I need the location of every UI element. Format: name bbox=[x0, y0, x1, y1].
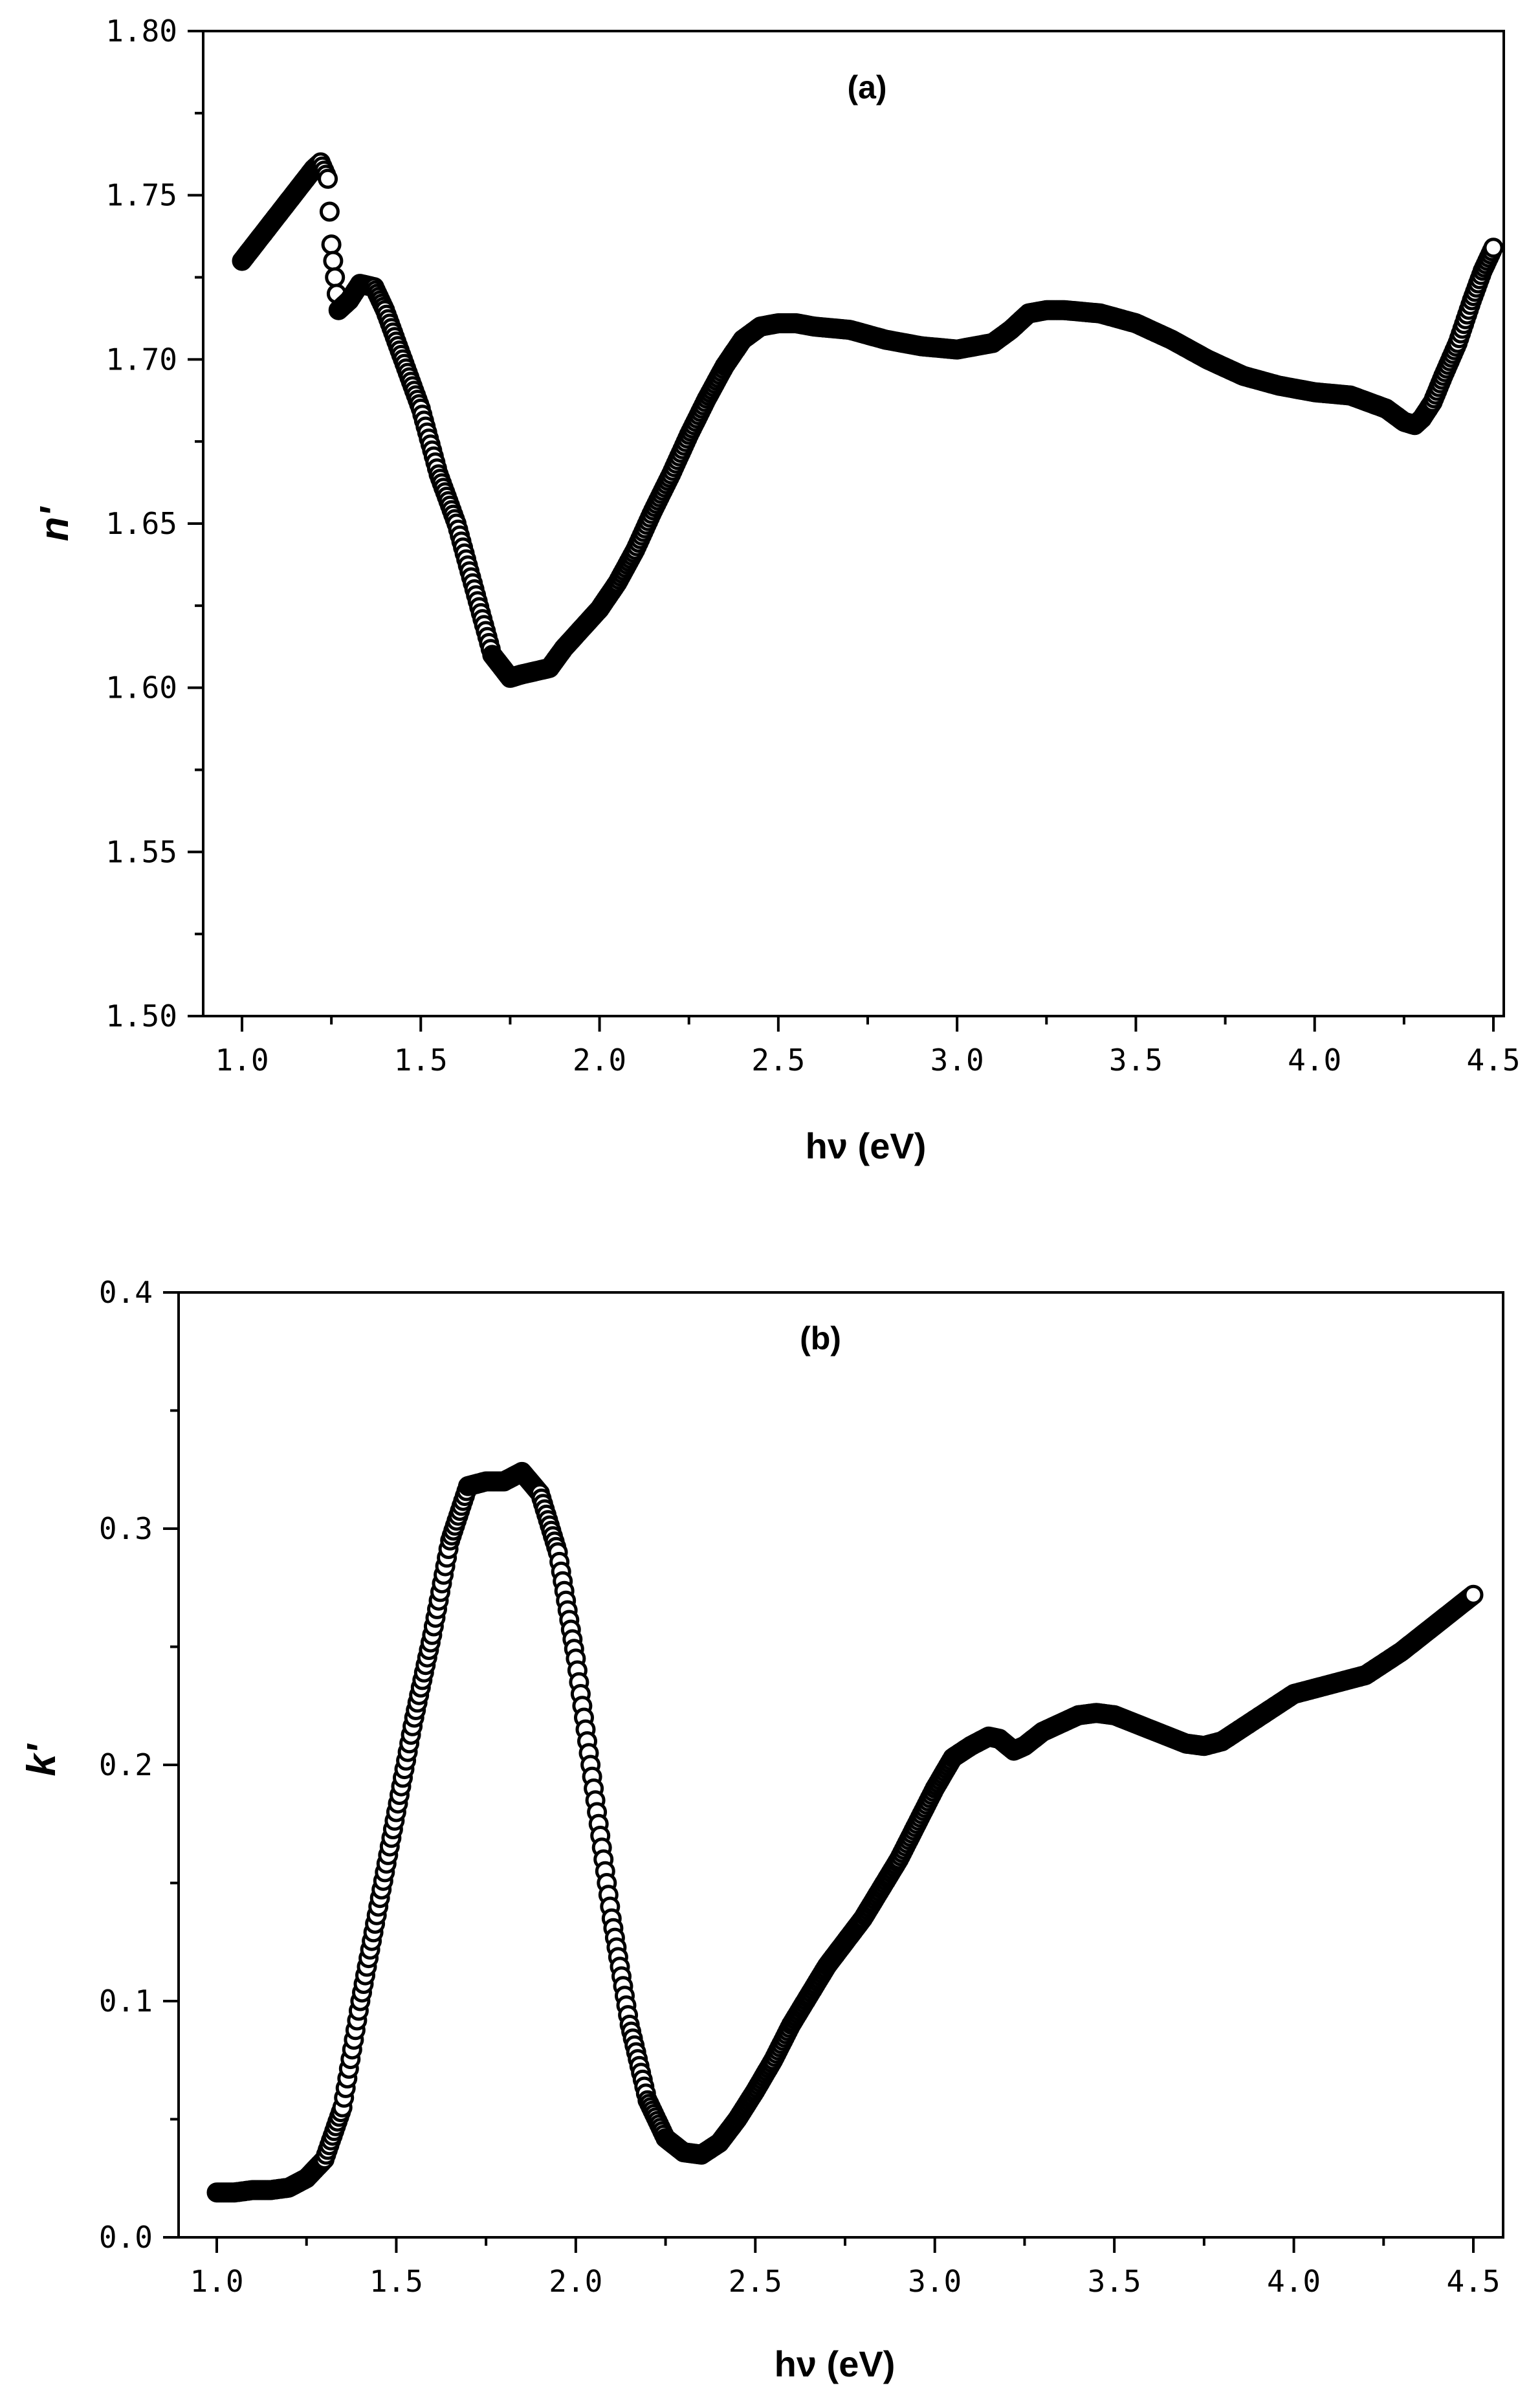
x-tick-label: 1.0 bbox=[190, 2264, 243, 2299]
x-tick-label: 4.5 bbox=[1446, 2264, 1500, 2299]
y-tick-label: 1.75 bbox=[105, 178, 177, 213]
data-point bbox=[319, 201, 340, 222]
panel-b-y-ticks: 0.0 0.1 0.2 0.3 0.4 bbox=[99, 1275, 179, 2255]
data-point bbox=[318, 168, 338, 189]
panel-a-x-axis-title: hν (eV) bbox=[806, 1125, 927, 1166]
y-tick-label: 1.60 bbox=[105, 670, 177, 705]
data-point bbox=[1463, 1584, 1484, 1605]
panel-b-y-axis-title: k' bbox=[19, 1743, 64, 1776]
data-point bbox=[325, 267, 346, 287]
panel-a-x-ticks: 1.0 1.5 2.0 2.5 3.0 3.5 4.0 4.5 bbox=[215, 1016, 1521, 1078]
x-tick-label: 2.0 bbox=[573, 1043, 626, 1078]
x-tick-label: 1.5 bbox=[394, 1043, 448, 1078]
x-tick-label: 2.5 bbox=[729, 2264, 782, 2299]
data-point bbox=[321, 234, 342, 255]
panel-b-data-series bbox=[206, 1461, 1484, 2203]
x-tick-label: 3.5 bbox=[1088, 2264, 1141, 2299]
x-tick-label: 4.5 bbox=[1466, 1043, 1520, 1078]
y-tick-label: 1.70 bbox=[105, 342, 177, 377]
x-tick-label: 2.5 bbox=[751, 1043, 805, 1078]
panel-a-chart: 1.50 1.55 1.60 1.65 1.70 1.75 1.80 1.0 1.5 2.0 2.… bbox=[32, 14, 1521, 1166]
x-tick-label: 4.0 bbox=[1288, 1043, 1341, 1078]
x-tick-label: 3.0 bbox=[908, 2264, 962, 2299]
panel-a-y-ticks: 1.50 1.55 1.60 1.65 1.70 1.75 1.80 bbox=[105, 14, 203, 1034]
x-tick-label: 4.0 bbox=[1267, 2264, 1321, 2299]
panel-b-plot-frame bbox=[177, 1291, 1504, 2239]
x-tick-label: 3.0 bbox=[930, 1043, 984, 1078]
y-tick-label: 1.50 bbox=[105, 999, 177, 1034]
panel-a-y-axis-title: n' bbox=[32, 505, 77, 541]
x-tick-label: 1.0 bbox=[215, 1043, 269, 1078]
panel-b-x-axis-title: hν (eV) bbox=[775, 2343, 896, 2384]
y-tick-label: 1.80 bbox=[105, 14, 177, 49]
panel-b-chart: 0.0 0.1 0.2 0.3 0.4 1.0 1.5 2.0 2.5 3.0 3.5 4.0 4.5… bbox=[19, 1275, 1504, 2384]
x-tick-label: 3.5 bbox=[1109, 1043, 1163, 1078]
y-tick-label: 1.65 bbox=[105, 506, 177, 541]
panel-a-label: (a) bbox=[847, 69, 886, 105]
panel-a-data-series bbox=[232, 152, 1504, 688]
x-tick-label: 2.0 bbox=[549, 2264, 602, 2299]
data-point bbox=[323, 250, 344, 271]
y-tick-label: 1.55 bbox=[105, 834, 177, 869]
y-tick-label: 0.2 bbox=[99, 1747, 153, 1782]
panel-b-label: (b) bbox=[800, 1320, 841, 1357]
y-tick-label: 0.3 bbox=[99, 1511, 153, 1546]
x-tick-label: 1.5 bbox=[369, 2264, 423, 2299]
y-tick-label: 0.1 bbox=[99, 1984, 153, 2019]
panel-b-x-ticks: 1.0 1.5 2.0 2.5 3.0 3.5 4.0 4.5 bbox=[190, 2237, 1501, 2299]
data-point bbox=[1483, 238, 1504, 258]
y-tick-label: 0.0 bbox=[99, 2220, 153, 2255]
panel-a-plot-frame bbox=[202, 30, 1505, 1017]
y-tick-label: 0.4 bbox=[99, 1275, 153, 1310]
